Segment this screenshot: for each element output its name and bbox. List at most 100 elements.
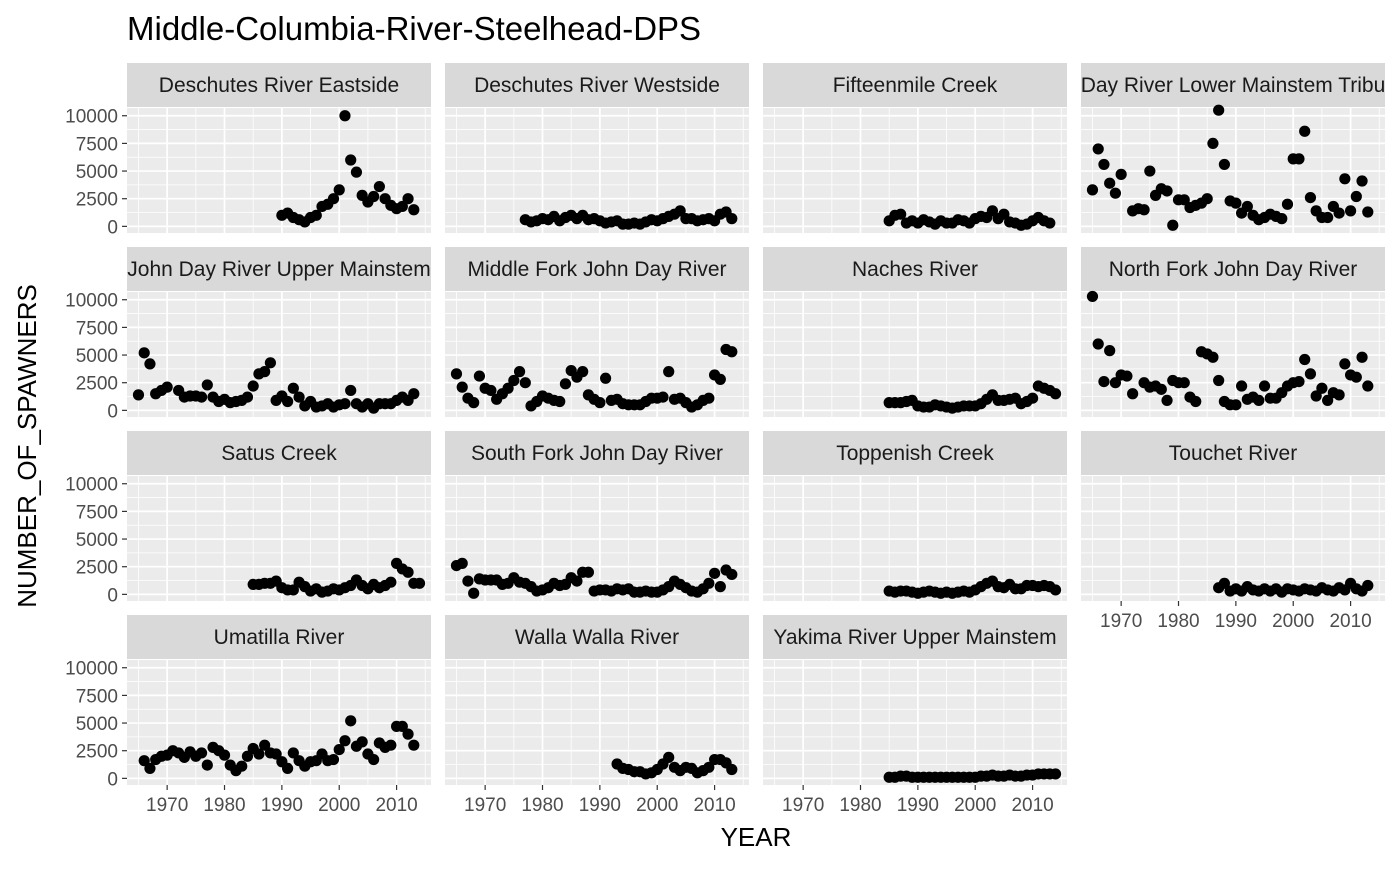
x-tick-label: 1970: [464, 795, 506, 816]
data-point: [450, 368, 463, 380]
data-point: [582, 566, 594, 578]
y-tick-label: 5000: [76, 530, 118, 551]
facet-panel: South Fork John Day River: [445, 431, 749, 601]
facet-strip-label: Satus Creek: [221, 442, 337, 465]
facet-strip-label: Fifteenmile Creek: [833, 74, 998, 97]
facet-strip-label: Umatilla River: [214, 626, 345, 649]
y-tick-label: 7500: [76, 502, 118, 523]
x-tick-label: 2010: [375, 795, 417, 816]
data-point: [247, 380, 259, 392]
data-point: [1299, 353, 1311, 366]
data-point: [241, 750, 254, 762]
data-point: [270, 748, 282, 760]
data-point: [1104, 345, 1116, 357]
data-point: [195, 747, 208, 759]
y-tick-label: 7500: [76, 686, 118, 707]
data-point: [1304, 368, 1317, 380]
data-point: [1310, 390, 1322, 402]
data-point: [259, 366, 271, 378]
data-point: [327, 753, 340, 766]
data-point: [1190, 395, 1202, 408]
data-point: [402, 566, 414, 578]
data-point: [408, 739, 420, 751]
data-point: [132, 389, 145, 401]
data-point: [333, 744, 345, 756]
data-point: [408, 204, 420, 216]
facet-panel: Fifteenmile Creek: [763, 63, 1067, 233]
facet-strip-label: Deschutes River Westside: [474, 74, 720, 97]
facet-strip: [127, 431, 431, 475]
data-point: [726, 568, 738, 581]
data-point: [236, 760, 248, 772]
data-point: [513, 366, 526, 378]
data-point: [327, 193, 340, 205]
facet-panel: Satus Creek 0 2500 5000 7500 10000: [65, 431, 431, 606]
data-point: [1299, 125, 1311, 137]
facet-strip: [763, 615, 1067, 659]
x-tick-label: 1980: [521, 795, 563, 816]
facet-strip-label: Walla Walla River: [515, 626, 679, 649]
data-point: [1333, 207, 1345, 219]
data-point: [1161, 394, 1173, 407]
data-point: [714, 373, 726, 385]
data-point: [726, 346, 738, 358]
data-point: [485, 384, 497, 397]
data-point: [663, 366, 675, 378]
data-point: [657, 391, 669, 403]
data-point: [554, 395, 566, 408]
data-point: [1339, 173, 1351, 185]
data-point: [1362, 380, 1374, 392]
data-point: [1230, 197, 1242, 209]
facet-strip: [1081, 431, 1385, 475]
data-point: [373, 180, 385, 193]
facet-panel: Toppenish Creek: [763, 431, 1067, 601]
data-point: [703, 577, 715, 589]
data-point: [1121, 370, 1133, 382]
facet-strip-label: Yakima River Upper Mainstem: [773, 626, 1056, 649]
y-tick-label: 5000: [76, 346, 118, 367]
data-point: [1322, 394, 1334, 407]
data-point: [508, 374, 520, 387]
facet-strip: [1081, 63, 1385, 107]
y-tick-label: 7500: [76, 134, 118, 155]
y-tick-label: 10000: [65, 291, 118, 312]
data-point: [1304, 192, 1317, 204]
data-point: [468, 587, 480, 599]
y-tick-label: 0: [107, 769, 118, 790]
x-tick-label: 1990: [579, 795, 621, 816]
data-point: [1104, 177, 1116, 189]
facet-panel: Middle Fork John Day River: [445, 247, 749, 417]
data-point: [577, 366, 589, 378]
facet-strip: [1081, 247, 1385, 291]
data-point: [1356, 175, 1368, 187]
data-point: [1316, 382, 1328, 394]
data-point: [1049, 768, 1062, 780]
facet-strip-label: Deschutes River Eastside: [159, 74, 399, 97]
facet-panel: John Day River Upper Mainstem 0 2500 5000 75…: [65, 247, 431, 422]
data-point: [1333, 389, 1345, 401]
x-tick-label: 2010: [693, 795, 735, 816]
x-axis-label: YEAR: [721, 822, 792, 852]
data-point: [1049, 388, 1062, 400]
data-point: [663, 751, 675, 763]
y-tick-label: 0: [107, 401, 118, 422]
data-point: [1276, 213, 1288, 225]
data-point: [385, 576, 397, 588]
data-point: [1167, 219, 1179, 231]
data-point: [138, 347, 150, 359]
data-point: [714, 581, 726, 593]
x-tick-label: 1980: [839, 795, 881, 816]
facet-strip-label: Middle Fork John Day River: [467, 258, 726, 281]
facet-strip: [763, 63, 1067, 107]
data-point: [339, 110, 351, 122]
facet-strip: [763, 431, 1067, 475]
data-point: [468, 397, 480, 409]
facet-strip: [445, 247, 749, 291]
data-point: [345, 154, 357, 166]
data-point: [1218, 577, 1230, 589]
data-point: [1127, 388, 1139, 400]
facet-strip: [127, 63, 431, 107]
facet-panel: Deschutes River Westside: [445, 63, 749, 233]
